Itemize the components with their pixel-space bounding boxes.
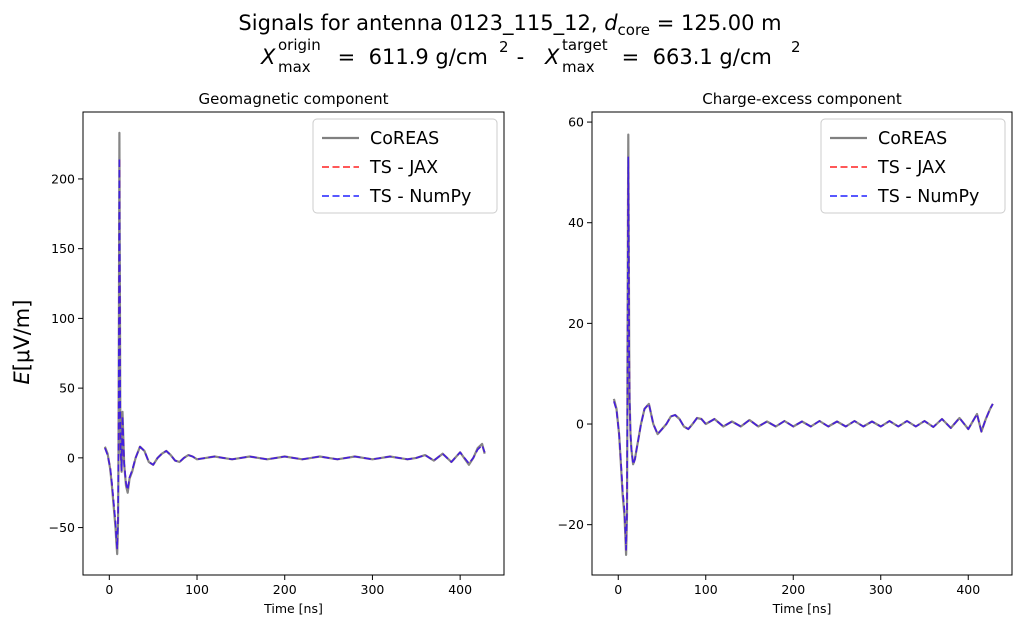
y-tick-label: 50 [59, 381, 75, 396]
legend-label: TS - NumPy [369, 187, 471, 207]
x-axis-label: Time [ns] [263, 601, 323, 616]
legend: CoREAS TS - JAX TS - NumPy [820, 118, 1006, 214]
x-tick-label: 300 [869, 582, 893, 597]
x-tick-label: 0 [614, 582, 622, 597]
max-subscript-origin: max [278, 58, 311, 76]
charge-excess-panel: 0 100 200 300 400 −20 0 20 40 60 Charge-excess com… [558, 90, 1013, 616]
target-power: 2 [791, 38, 801, 56]
legend-box [312, 118, 498, 214]
origin-superscript: origin [278, 36, 321, 54]
y-tick-label: 150 [51, 241, 75, 256]
x-tick-label: 100 [185, 582, 209, 597]
title-separator: - [510, 45, 538, 69]
dcore-subscript: core [618, 21, 651, 39]
title-prefix: Signals for antenna 0123_115_12, [238, 11, 604, 36]
figure-title-line2: X origin max = 611.9 g/cm 2 - X target m… [260, 36, 801, 76]
plot-area [103, 131, 486, 556]
y-tick-label: 200 [51, 171, 75, 186]
x-tick-label: 200 [273, 582, 297, 597]
title-suffix: = 125.00 m [650, 11, 782, 35]
y-axis-label: E[μV/m] [10, 300, 34, 385]
series-ts-numpy [104, 157, 486, 550]
y-tick-label: 20 [568, 316, 584, 331]
dcore-symbol: d [604, 11, 618, 35]
xmax-target-symbol: X [544, 45, 560, 69]
x-tick-label: 100 [694, 582, 718, 597]
y-tick-label: 40 [568, 215, 584, 230]
y-tick-label: 60 [568, 115, 584, 130]
x-tick-label: 400 [448, 582, 472, 597]
y-axis-symbol: E [10, 370, 34, 384]
x-tick-label: 400 [956, 582, 980, 597]
origin-value: = 611.9 g/cm [331, 45, 488, 69]
legend-label: TS - NumPy [877, 187, 979, 207]
origin-power: 2 [499, 38, 509, 56]
x-tick-label: 300 [361, 582, 385, 597]
y-tick-label: −20 [558, 517, 584, 532]
axes-frame [82, 111, 505, 576]
target-value: = 663.1 g/cm [615, 45, 772, 69]
series-ts-jax [613, 156, 994, 551]
max-subscript-target: max [562, 58, 595, 76]
xmax-origin-symbol: X [260, 45, 276, 69]
plot-area [612, 133, 994, 557]
geomagnetic-panel: 0 100 200 300 400 −50 0 50 100 150 200 Geomagnetic … [49, 90, 505, 616]
y-axis-unit: [μV/m] [10, 300, 34, 372]
series-ts-jax [104, 157, 486, 550]
legend-label: CoREAS [878, 129, 947, 149]
legend-label: TS - JAX [877, 158, 946, 178]
legend-box [820, 118, 1006, 214]
x-axis-label: Time [ns] [772, 601, 832, 616]
x-tick-label: 0 [105, 582, 113, 597]
axes-title: Geomagnetic component [198, 90, 388, 108]
legend-label: TS - JAX [369, 158, 438, 178]
legend: CoREAS TS - JAX TS - NumPy [312, 118, 498, 214]
series-ts-numpy [613, 156, 994, 551]
x-tick-label: 200 [781, 582, 805, 597]
y-tick-label: 0 [67, 450, 75, 465]
axes-title: Charge-excess component [702, 90, 902, 108]
axes-frame [591, 111, 1013, 576]
y-tick-label: −50 [49, 520, 75, 535]
legend-label: CoREAS [370, 129, 439, 149]
target-superscript: target [562, 36, 608, 54]
y-tick-label: 0 [576, 417, 584, 432]
figure-title-line1: Signals for antenna 0123_115_12, dcore =… [238, 11, 781, 39]
y-tick-label: 100 [51, 311, 75, 326]
